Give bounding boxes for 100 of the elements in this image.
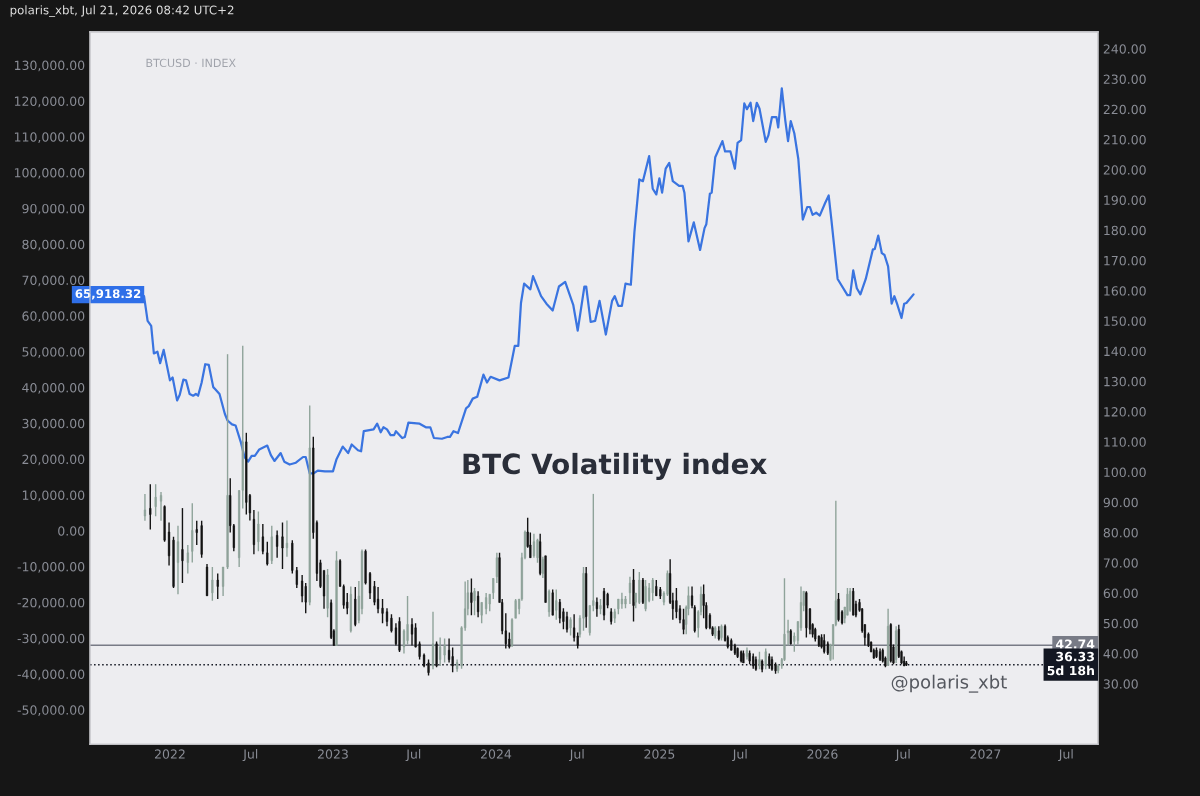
candlestick	[326, 568, 329, 618]
candlestick	[641, 577, 644, 605]
y-tick-label: -50,000.00	[17, 705, 85, 717]
candlestick	[154, 483, 157, 517]
y-tick-label: 40,000.00	[22, 382, 85, 394]
candlestick	[682, 608, 685, 635]
y2-tick-label: 40.00	[1103, 649, 1138, 659]
x-tick-label: Jul	[895, 749, 910, 762]
y2-tick-label: 120.00	[1104, 407, 1146, 417]
candlestick	[764, 647, 767, 670]
y2-tick-label: 50.00	[1103, 618, 1138, 629]
candlestick	[480, 601, 483, 625]
candlestick	[569, 616, 572, 637]
annotation: @polaris_xbt	[891, 674, 1007, 693]
y-tick-label: 90,000.00	[22, 203, 85, 215]
candlestick	[159, 491, 163, 522]
candlestick	[602, 587, 606, 621]
y2-tick-label: 90.00	[1103, 497, 1138, 508]
candlestick	[270, 524, 273, 565]
candlestick	[548, 588, 551, 618]
y2-tick-label: 100.00	[1104, 467, 1146, 478]
candlestick	[551, 588, 554, 616]
candlestick	[599, 598, 602, 615]
candlestick	[376, 586, 380, 615]
candlestick	[730, 637, 733, 652]
x-tick-label: Jul	[569, 749, 584, 762]
annotation: 65,918.32	[75, 289, 141, 300]
y2-tick-label: 200.00	[1103, 165, 1146, 175]
x-tick-label: 2024	[480, 749, 512, 759]
y-tick-label: 120,000.00	[14, 96, 85, 108]
candlestick	[644, 579, 647, 612]
candlestick	[837, 592, 840, 623]
candlestick	[477, 590, 480, 618]
y-tick-label: -30,000.00	[17, 633, 85, 645]
candlestick	[846, 587, 849, 616]
y-tick-label: 70,000.00	[22, 275, 85, 287]
y-tick-label: 50,000.00	[22, 347, 85, 358]
candlestick	[186, 544, 189, 575]
y2-tick-label: 60.00	[1103, 588, 1138, 598]
candlestick	[905, 660, 908, 667]
text: BTCUSD · INDEX	[146, 58, 236, 68]
y-tick-label: 20,000.00	[22, 454, 85, 466]
candlestick	[532, 533, 536, 559]
y2-tick-label: 240.00	[1103, 44, 1146, 54]
y-tick-label: 30,000.00	[22, 418, 85, 430]
y-tick-label: 0.00	[58, 526, 85, 536]
x-tick-label: Jul	[242, 749, 258, 762]
y2-tick-label: 190.00	[1104, 195, 1146, 205]
candlestick	[216, 572, 219, 600]
candlestick	[281, 521, 284, 570]
y2-tick-label: 30.00	[1103, 679, 1138, 689]
candlestick	[508, 631, 511, 650]
ref-line-label: 42.74	[1056, 639, 1095, 649]
candlestick	[381, 598, 384, 625]
candlestick	[638, 571, 641, 605]
candlestick	[200, 520, 203, 559]
candlestick	[624, 595, 627, 609]
candlestick	[473, 587, 476, 616]
candlestick	[364, 548, 367, 586]
candlestick	[736, 646, 739, 659]
y-tick-label: -20,000.00	[17, 597, 85, 609]
y2-tick-label: 140.00	[1104, 346, 1146, 357]
x-tick-label: 2023	[317, 749, 348, 759]
candlestick	[558, 598, 561, 625]
candlestick	[565, 611, 569, 634]
candlestick	[748, 649, 751, 665]
y2-tick-label: 80.00	[1103, 528, 1138, 538]
candlestick	[285, 519, 289, 558]
ref-line-label: 36.33 5d 18h	[1047, 651, 1094, 676]
candlestick	[805, 590, 808, 639]
candlestick	[163, 504, 166, 543]
y2-tick-label: 210.00	[1103, 134, 1146, 145]
y-tick-label: 60,000.00	[22, 311, 85, 323]
candlestick	[439, 636, 442, 667]
candlestick	[536, 537, 539, 564]
x-tick-label: 2025	[644, 749, 675, 759]
candlestick	[541, 556, 544, 579]
text: BTC Volatility index	[463, 452, 767, 480]
y-tick-label: -40,000.00	[17, 669, 85, 681]
candlestick	[385, 607, 389, 628]
candlestick	[181, 507, 184, 584]
candlestick	[651, 577, 654, 602]
candlestick	[368, 571, 372, 600]
candlestick	[470, 577, 473, 616]
y-tick-label: -10,000.00	[17, 562, 85, 573]
candlestick	[257, 510, 260, 553]
y2-tick-label: 230.00	[1103, 74, 1146, 84]
candlestick	[176, 524, 180, 595]
y-tick-label: 130,000.00	[14, 60, 85, 72]
y-tick-label: 10,000.00	[22, 490, 85, 502]
x-tick-label: 2026	[807, 749, 838, 759]
candlestick	[758, 651, 761, 670]
y-tick-label: 100,000.00	[14, 168, 85, 179]
y2-tick-label: 70.00	[1103, 558, 1138, 568]
candlestick	[849, 587, 852, 613]
x-tick-label: Jul	[405, 749, 421, 762]
candlestick	[149, 483, 152, 531]
x-tick-label: 2022	[154, 749, 185, 759]
y2-tick-label: 110.00	[1104, 437, 1146, 447]
candlestick	[261, 523, 264, 556]
